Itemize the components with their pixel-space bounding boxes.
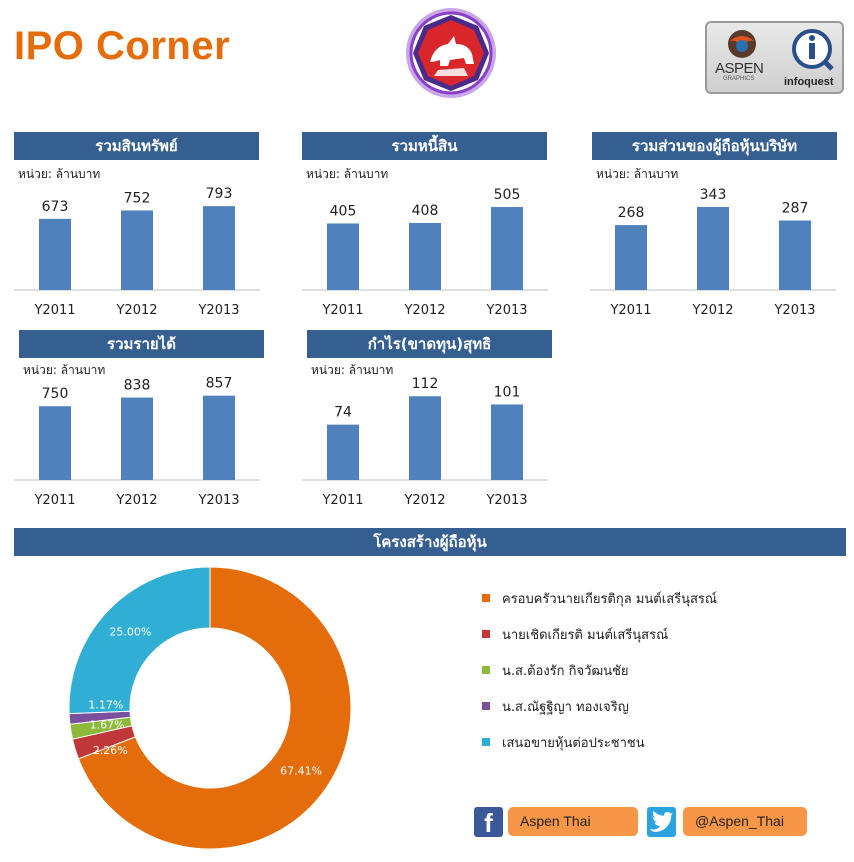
- data-label: 673: [42, 199, 69, 215]
- legend-swatch: [482, 665, 490, 674]
- tick-label: Y2012: [115, 493, 157, 508]
- unit-label: หน่วย: ล้านบาท: [18, 167, 101, 181]
- partner-logos: ASPEN GRAPHICS infoquest: [705, 21, 844, 94]
- data-label: 752: [124, 190, 151, 206]
- slice-label: 1.17%: [88, 699, 123, 712]
- chart-header-shareholder-structure: โครงสร้างผู้ถือหุ้น: [14, 528, 846, 556]
- data-label: 838: [124, 378, 151, 394]
- bar: [615, 225, 647, 290]
- bar: [203, 395, 235, 480]
- tick-label: Y2013: [773, 303, 815, 318]
- legend-swatch: [482, 701, 490, 710]
- legend-swatch: [482, 593, 490, 602]
- bar: [39, 218, 71, 290]
- bar-chart-shareholders-equity: 268 Y2011 343 Y2012 287 Y2013: [590, 187, 836, 318]
- legend-item: ครอบครัวนายเกียรติกุล มนต์เสรีนุสรณ์: [482, 588, 717, 608]
- bar: [327, 424, 359, 480]
- aspen-globe-icon: [728, 30, 756, 58]
- data-label: 505: [494, 187, 521, 203]
- slice-label: 67.41%: [280, 764, 322, 777]
- slice-label: 2.26%: [93, 744, 128, 757]
- pie-slice: [68, 566, 211, 715]
- data-label: 343: [700, 187, 727, 203]
- data-label: 74: [334, 405, 352, 421]
- data-label: 112: [412, 376, 439, 392]
- slice-label: 1.67%: [90, 719, 125, 732]
- data-label: 857: [206, 376, 233, 392]
- legend-item: เสนอขายหุ้นต่อประชาชน: [482, 732, 645, 752]
- data-label: 287: [782, 201, 809, 217]
- tick-label: Y2012: [403, 303, 445, 318]
- aspen-logo-text: ASPEN: [715, 60, 764, 77]
- legend-label: เสนอขายหุ้นต่อประชาชน: [502, 736, 645, 751]
- bar-chart-net-profit: 74 Y2011 112 Y2012 101 Y2013: [302, 376, 548, 508]
- legend-label: นายเชิดเกียรติ มนต์เสรีนุสรณ์: [502, 628, 669, 643]
- bar: [409, 396, 441, 480]
- tick-label: Y2011: [321, 303, 363, 318]
- chart-header-total-revenue: รวมรายได้: [19, 330, 264, 358]
- donut-chart-shareholder-structure: 67.41% 2.26% 1.67% 1.17% 25.00%: [68, 566, 352, 850]
- tick-label: Y2013: [485, 303, 527, 318]
- facebook-icon[interactable]: f: [474, 807, 503, 838]
- tick-label: Y2013: [485, 493, 527, 508]
- bar: [697, 206, 729, 290]
- unit-label: หน่วย: ล้านบาท: [306, 167, 389, 181]
- legend-swatch: [482, 737, 490, 746]
- legend-label: น.ส.ต้องรัก กิจวัฒนชัย: [502, 664, 629, 679]
- bar: [327, 223, 359, 290]
- bar: [121, 397, 153, 480]
- data-label: 408: [412, 203, 439, 219]
- legend-item: น.ส.ณัฐฐิญา ทองเจริญ: [482, 696, 629, 716]
- page-title: IPO Corner: [14, 24, 231, 68]
- tick-label: Y2012: [115, 303, 157, 318]
- bar: [39, 406, 71, 480]
- chart-header-total-liabilities: รวมหนี้สิน: [302, 132, 547, 160]
- tick-label: Y2011: [321, 493, 363, 508]
- tick-label: Y2011: [33, 493, 75, 508]
- data-label: 101: [494, 384, 521, 400]
- chart-header-shareholders-equity: รวมส่วนของผู้ถือหุ้นบริษัท: [592, 132, 837, 160]
- data-label: 793: [206, 186, 233, 202]
- tick-label: Y2013: [197, 493, 239, 508]
- tick-label: Y2011: [33, 303, 75, 318]
- rhino-emblem-logo: [404, 6, 498, 100]
- bar-chart-total-liabilities: 405 Y2011 408 Y2012 505 Y2013: [302, 187, 548, 318]
- twitter-icon[interactable]: [647, 807, 676, 837]
- twitter-link[interactable]: @Aspen_Thai: [683, 807, 807, 836]
- legend-label: ครอบครัวนายเกียรติกุล มนต์เสรีนุสรณ์: [502, 592, 717, 607]
- chart-header-net-profit: กำไร(ขาดทุน)สุทธิ: [307, 330, 552, 358]
- unit-label: หน่วย: ล้านบาท: [23, 363, 106, 377]
- legend-label: น.ส.ณัฐฐิญา ทองเจริญ: [502, 700, 629, 715]
- bar: [409, 222, 441, 290]
- data-label: 405: [330, 203, 357, 219]
- chart-header-total-assets: รวมสินทรัพย์: [14, 132, 259, 160]
- infoquest-logo-text: infoquest: [784, 76, 834, 88]
- aspen-logo-subtext: GRAPHICS: [723, 76, 755, 82]
- legend-item: นายเชิดเกียรติ มนต์เสรีนุสรณ์: [482, 624, 668, 644]
- data-label: 268: [618, 205, 645, 221]
- tick-label: Y2012: [403, 493, 445, 508]
- legend-item: น.ส.ต้องรัก กิจวัฒนชัย: [482, 660, 629, 680]
- bar: [203, 206, 235, 290]
- tick-label: Y2011: [609, 303, 651, 318]
- bar: [121, 210, 153, 290]
- legend-swatch: [482, 629, 490, 638]
- facebook-link[interactable]: Aspen Thai: [508, 807, 638, 836]
- unit-label: หน่วย: ล้านบาท: [596, 167, 679, 181]
- pie-slice: [77, 566, 352, 850]
- bar: [779, 220, 811, 290]
- bar-chart-total-assets: 673 Y2011 752 Y2012 793 Y2013: [14, 186, 260, 318]
- tick-label: Y2013: [197, 303, 239, 318]
- bar-chart-total-revenue: 750 Y2011 838 Y2012 857 Y2013: [14, 376, 260, 508]
- unit-label: หน่วย: ล้านบาท: [311, 363, 394, 377]
- data-label: 750: [42, 386, 69, 402]
- bar: [491, 207, 523, 290]
- infoquest-logo-icon: [792, 29, 834, 71]
- bar: [491, 404, 523, 480]
- tick-label: Y2012: [691, 303, 733, 318]
- slice-label: 25.00%: [109, 625, 151, 638]
